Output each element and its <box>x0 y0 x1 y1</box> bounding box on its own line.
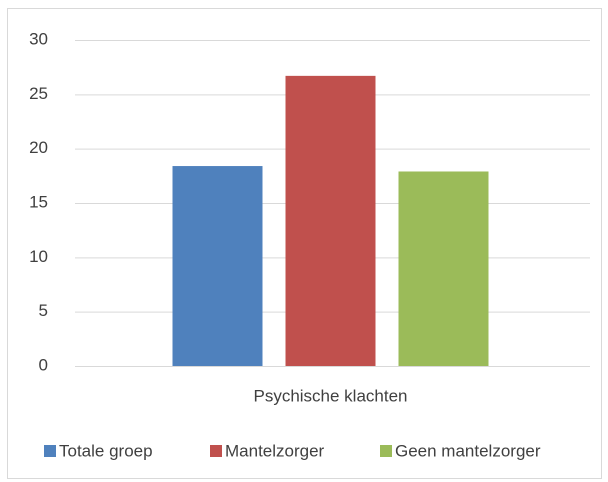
legend-label: Totale groep <box>59 441 153 460</box>
legend-swatch <box>44 445 56 457</box>
legend-swatch <box>210 445 222 457</box>
legend-label: Mantelzorger <box>225 441 325 460</box>
y-tick-label: 30 <box>29 29 48 48</box>
y-tick-label: 25 <box>29 84 48 103</box>
bar <box>285 75 376 367</box>
y-tick-label: 10 <box>29 247 48 266</box>
legend-swatch <box>380 445 392 457</box>
bar <box>398 171 489 366</box>
y-tick-label: 5 <box>39 301 48 320</box>
legend-label: Geen mantelzorger <box>395 441 541 460</box>
bar <box>172 166 263 366</box>
y-tick-label: 15 <box>29 192 48 211</box>
y-tick-label: 20 <box>29 138 48 157</box>
y-tick-label: 0 <box>39 355 48 374</box>
x-tick-label: Psychische klachten <box>253 386 407 405</box>
